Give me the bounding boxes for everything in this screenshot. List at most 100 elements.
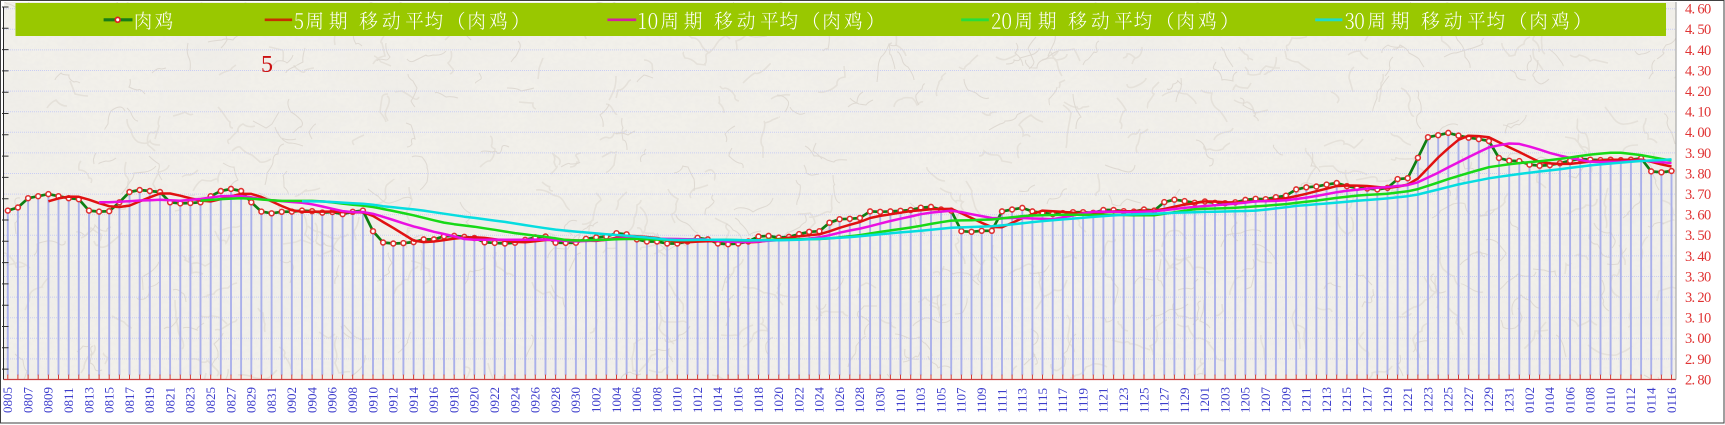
svg-text:1227: 1227 xyxy=(1461,387,1476,414)
svg-text:1028: 1028 xyxy=(852,387,867,413)
svg-text:1016: 1016 xyxy=(731,387,746,414)
svg-text:0928: 0928 xyxy=(548,387,563,413)
svg-text:1225: 1225 xyxy=(1441,387,1456,413)
svg-text:0914: 0914 xyxy=(406,387,421,414)
svg-text:1018: 1018 xyxy=(751,387,766,413)
svg-text:1223: 1223 xyxy=(1420,387,1435,413)
svg-text:0922: 0922 xyxy=(487,387,502,413)
svg-text:1014: 1014 xyxy=(710,387,725,414)
svg-text:0819: 0819 xyxy=(142,387,157,413)
svg-text:1004: 1004 xyxy=(609,387,624,414)
svg-text:1022: 1022 xyxy=(791,387,806,413)
svg-text:4. 60: 4. 60 xyxy=(1685,2,1711,18)
svg-text:0104: 0104 xyxy=(1542,387,1557,414)
svg-text:1010: 1010 xyxy=(670,387,685,413)
svg-text:0918: 0918 xyxy=(447,387,462,413)
svg-text:1127: 1127 xyxy=(1157,387,1172,413)
svg-text:0823: 0823 xyxy=(183,387,198,413)
svg-text:0908: 0908 xyxy=(345,387,360,413)
svg-text:1217: 1217 xyxy=(1360,387,1375,414)
svg-text:1101: 1101 xyxy=(893,387,908,413)
svg-text:0912: 0912 xyxy=(386,387,401,413)
svg-text:0815: 0815 xyxy=(102,387,117,413)
svg-text:1119: 1119 xyxy=(1075,388,1090,413)
svg-text:0831: 0831 xyxy=(264,387,279,413)
svg-text:0108: 0108 xyxy=(1583,387,1598,413)
svg-text:1125: 1125 xyxy=(1136,387,1151,413)
svg-text:3. 20: 3. 20 xyxy=(1685,290,1711,306)
svg-text:1012: 1012 xyxy=(690,387,705,413)
svg-text:0902: 0902 xyxy=(284,387,299,413)
svg-text:1201: 1201 xyxy=(1197,387,1212,413)
svg-text:0904: 0904 xyxy=(304,387,319,414)
svg-text:1209: 1209 xyxy=(1278,387,1293,413)
svg-text:4. 20: 4. 20 xyxy=(1685,84,1711,100)
svg-text:3. 40: 3. 40 xyxy=(1685,249,1711,265)
svg-text:0112: 0112 xyxy=(1623,387,1638,413)
svg-text:1024: 1024 xyxy=(812,387,827,414)
svg-text:0827: 0827 xyxy=(223,387,238,414)
svg-text:0926: 0926 xyxy=(528,387,543,414)
svg-text:1117: 1117 xyxy=(1055,387,1070,413)
svg-text:3. 00: 3. 00 xyxy=(1685,331,1711,347)
svg-text:1123: 1123 xyxy=(1116,387,1131,413)
svg-text:4. 30: 4. 30 xyxy=(1685,63,1711,79)
svg-text:0920: 0920 xyxy=(467,387,482,413)
svg-text:1103: 1103 xyxy=(913,387,928,413)
svg-text:3. 80: 3. 80 xyxy=(1685,166,1711,182)
svg-text:1026: 1026 xyxy=(832,387,847,414)
svg-text:0930: 0930 xyxy=(568,387,583,413)
svg-text:3. 50: 3. 50 xyxy=(1685,228,1711,244)
svg-text:0116: 0116 xyxy=(1664,387,1679,413)
svg-text:1205: 1205 xyxy=(1238,387,1253,413)
svg-text:0821: 0821 xyxy=(162,387,177,413)
svg-text:2. 80: 2. 80 xyxy=(1685,372,1711,388)
svg-text:1030: 1030 xyxy=(873,387,888,413)
svg-text:1211: 1211 xyxy=(1299,387,1314,413)
svg-text:4. 00: 4. 00 xyxy=(1685,125,1711,141)
svg-text:1231: 1231 xyxy=(1502,387,1517,413)
svg-text:5: 5 xyxy=(261,52,273,78)
svg-text:4. 10: 4. 10 xyxy=(1685,105,1711,121)
svg-text:1219: 1219 xyxy=(1380,387,1395,413)
svg-text:3. 30: 3. 30 xyxy=(1685,269,1711,285)
svg-text:0817: 0817 xyxy=(122,387,137,414)
svg-text:1107: 1107 xyxy=(954,387,969,413)
svg-text:1113: 1113 xyxy=(1015,388,1030,413)
svg-text:0825: 0825 xyxy=(203,387,218,413)
svg-text:0102: 0102 xyxy=(1522,387,1537,413)
svg-text:1207: 1207 xyxy=(1258,387,1273,414)
svg-text:0910: 0910 xyxy=(365,387,380,413)
svg-text:4. 40: 4. 40 xyxy=(1685,43,1711,59)
svg-text:0807: 0807 xyxy=(20,387,35,414)
svg-text:0106: 0106 xyxy=(1562,387,1577,414)
svg-text:1111: 1111 xyxy=(994,388,1009,413)
svg-text:0811: 0811 xyxy=(61,387,76,413)
svg-text:1129: 1129 xyxy=(1177,387,1192,413)
svg-text:1229: 1229 xyxy=(1481,387,1496,413)
svg-text:3. 70: 3. 70 xyxy=(1685,187,1711,203)
svg-text:3. 90: 3. 90 xyxy=(1685,146,1711,162)
svg-text:1020: 1020 xyxy=(771,387,786,413)
svg-text:1121: 1121 xyxy=(1096,387,1111,413)
svg-text:1109: 1109 xyxy=(974,387,989,413)
svg-text:1006: 1006 xyxy=(629,387,644,414)
svg-text:2. 90: 2. 90 xyxy=(1685,352,1711,368)
svg-text:0809: 0809 xyxy=(41,387,56,413)
svg-text:0829: 0829 xyxy=(244,387,259,413)
svg-text:0805: 0805 xyxy=(0,387,15,413)
svg-text:0916: 0916 xyxy=(426,387,441,414)
svg-text:0906: 0906 xyxy=(325,387,340,414)
svg-text:0813: 0813 xyxy=(81,387,96,413)
svg-text:0924: 0924 xyxy=(507,387,522,414)
svg-text:0110: 0110 xyxy=(1603,387,1618,413)
svg-text:1213: 1213 xyxy=(1319,387,1334,413)
svg-text:1105: 1105 xyxy=(933,387,948,413)
svg-text:3. 10: 3. 10 xyxy=(1685,311,1711,327)
svg-text:1215: 1215 xyxy=(1339,387,1354,413)
svg-text:1203: 1203 xyxy=(1217,387,1232,413)
svg-text:1002: 1002 xyxy=(589,387,604,413)
svg-text:1115: 1115 xyxy=(1035,388,1050,413)
svg-text:0114: 0114 xyxy=(1644,387,1659,413)
svg-text:1221: 1221 xyxy=(1400,387,1415,413)
